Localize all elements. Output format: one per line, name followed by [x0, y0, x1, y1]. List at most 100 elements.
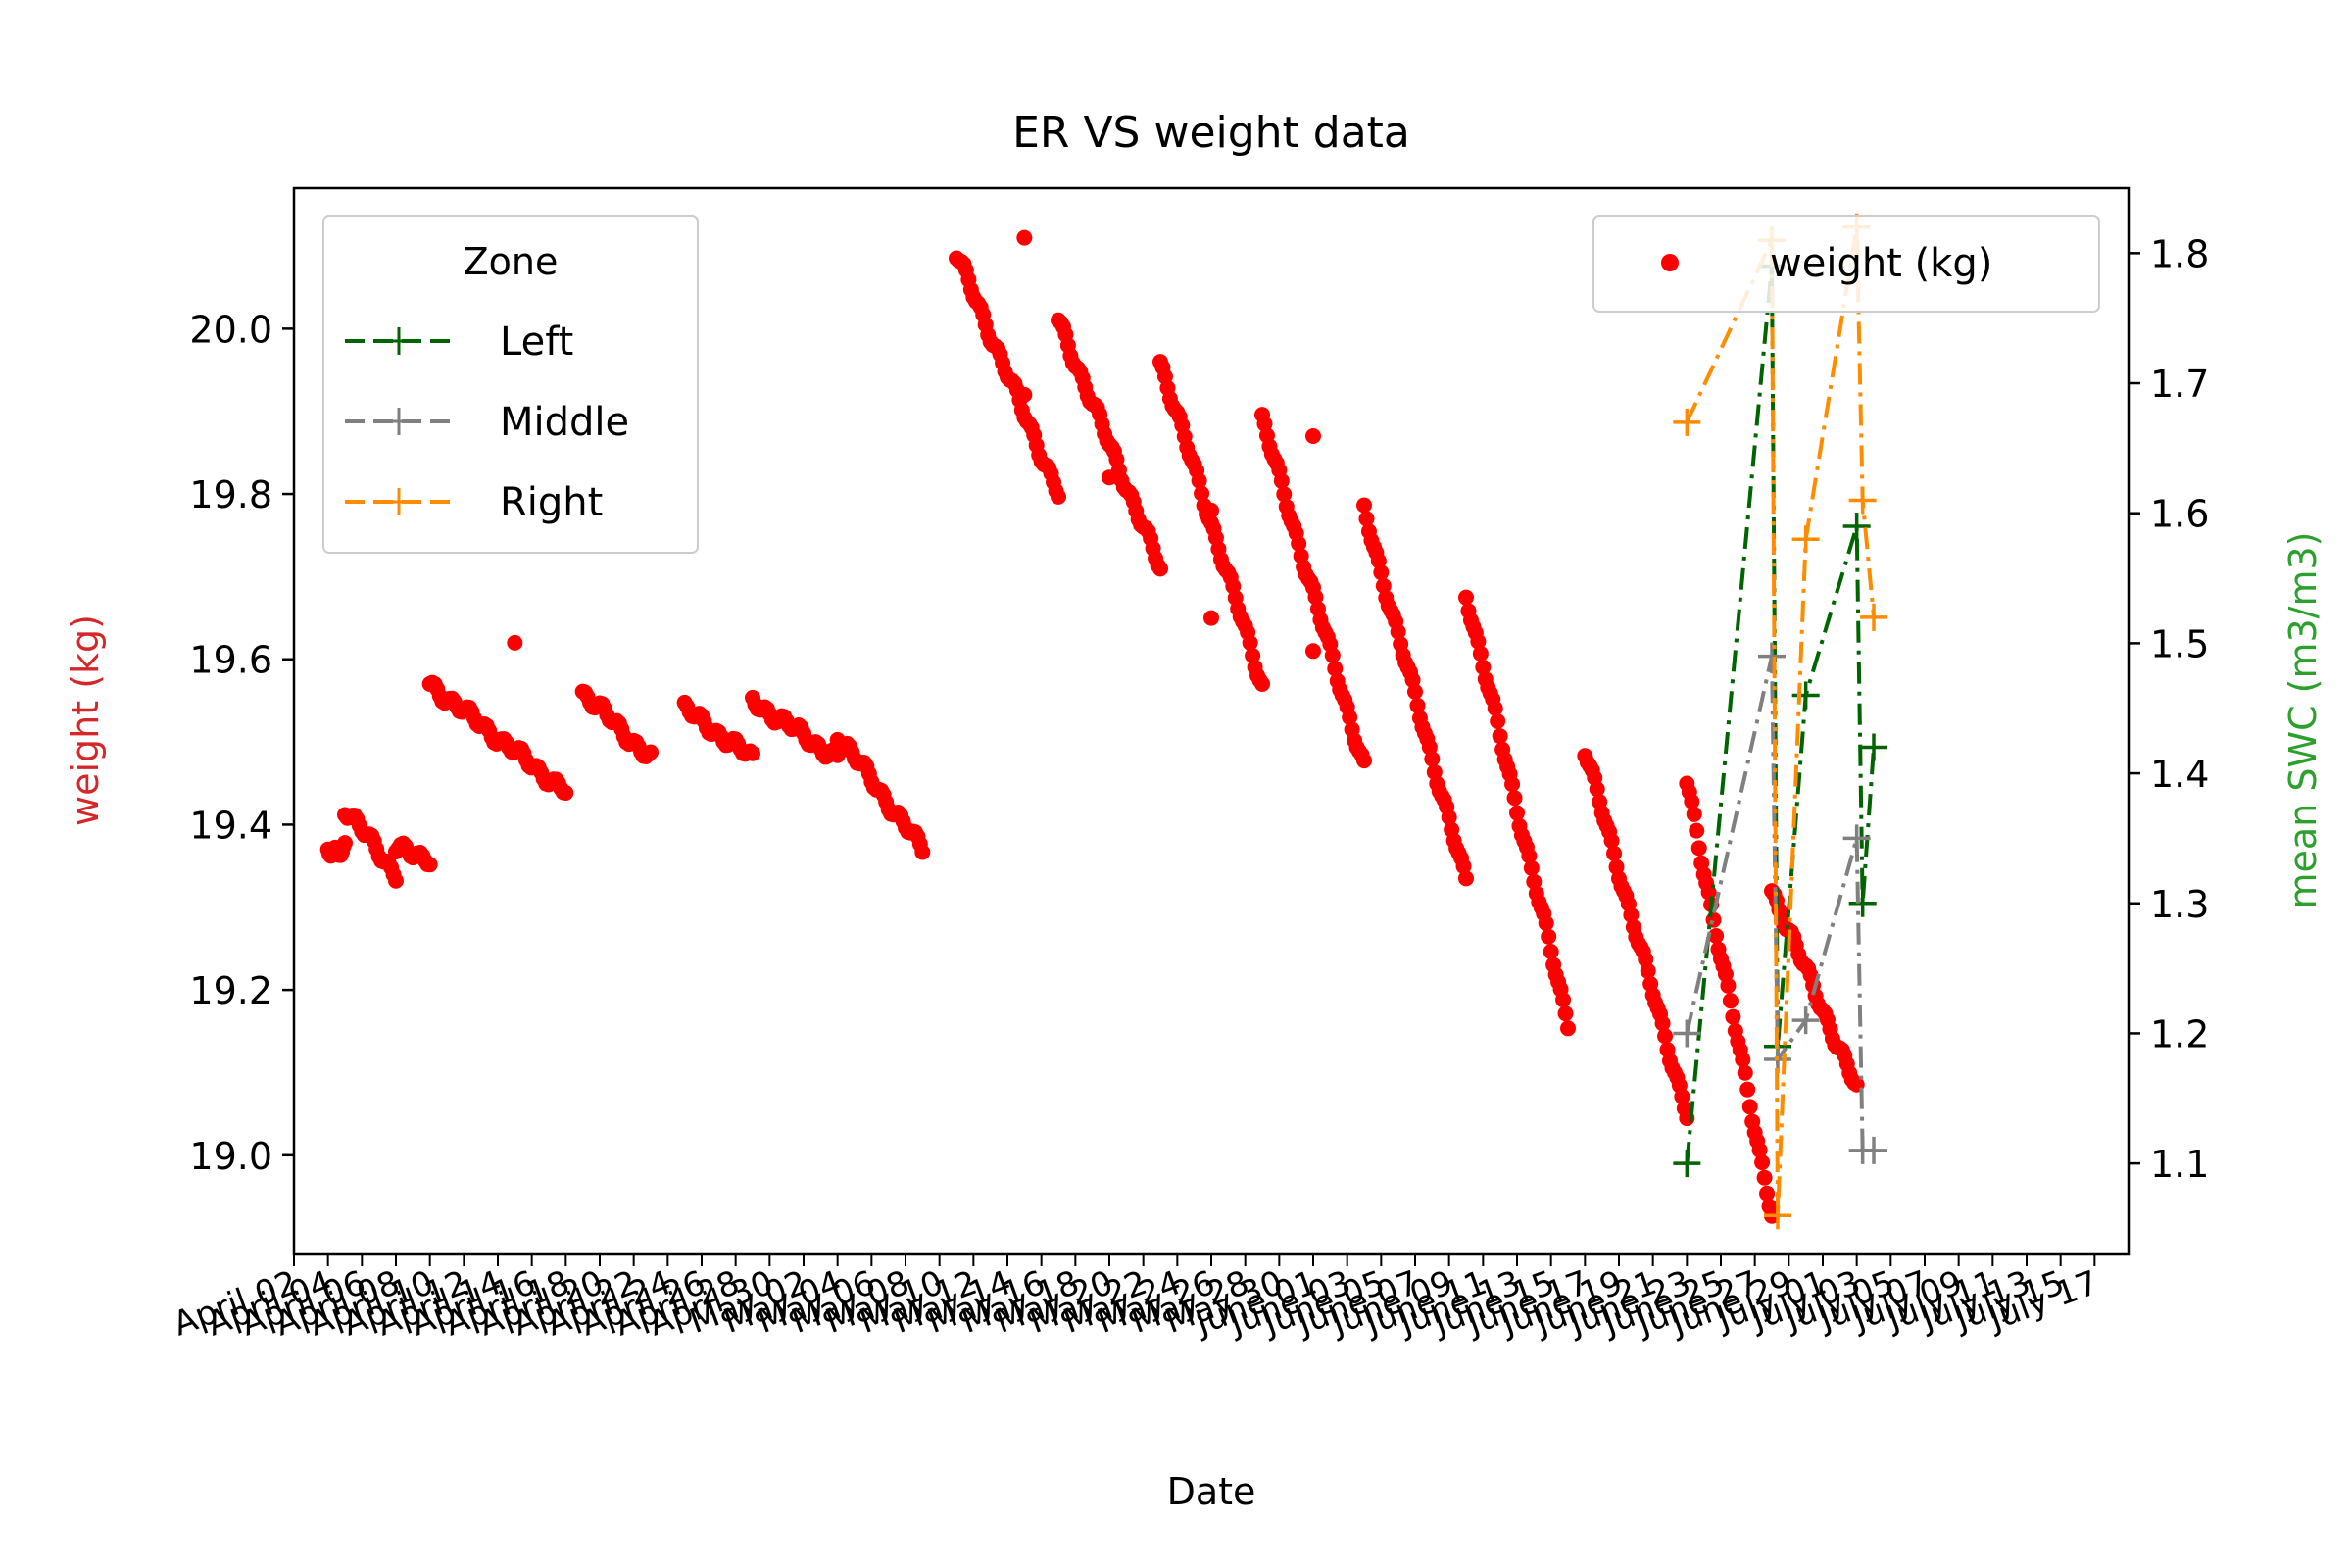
right-ytick-label: 1.3 [2150, 883, 2209, 926]
zone-legend-box [322, 215, 699, 554]
legend-entry-right: Right [345, 480, 603, 525]
right-ytick-label: 1.7 [2150, 363, 2209, 406]
weight-point [1623, 906, 1640, 923]
weight-point [1555, 992, 1572, 1008]
weight-point [1342, 709, 1358, 725]
weight-point [1375, 577, 1392, 594]
swc-marker-left [1848, 889, 1877, 917]
swc-marker-right [1673, 408, 1701, 436]
swc-marker-middle [1860, 1136, 1887, 1164]
weight-point [1455, 858, 1472, 875]
weight-point [1487, 700, 1503, 716]
weight-point [1276, 486, 1293, 503]
right-ytick-label: 1.8 [2150, 232, 2209, 275]
weight-point [1291, 535, 1307, 552]
weight-point [1735, 1052, 1751, 1068]
weight-series [319, 229, 1865, 1224]
weight-point [1421, 739, 1438, 756]
weight-point [745, 745, 760, 761]
swc-marker-left [1673, 1150, 1701, 1178]
weight-point [1358, 511, 1375, 527]
weight-point [1475, 659, 1492, 675]
weight-point [1557, 1005, 1574, 1022]
weight-point [1674, 1088, 1690, 1104]
weight-point [1194, 485, 1210, 502]
weight-point [1356, 497, 1372, 514]
weight-point [1720, 977, 1737, 994]
weight-point [1741, 1099, 1758, 1115]
right-ytick-label: 1.4 [2150, 753, 2209, 796]
swc-marker-middle [1791, 1006, 1820, 1035]
weight-point [1640, 962, 1656, 979]
legend-label-left: Left [500, 319, 573, 365]
weight-point [1541, 928, 1557, 945]
legend-label-middle: Middle [500, 400, 629, 445]
weight-point [1506, 790, 1523, 807]
weight-point [1254, 675, 1270, 692]
weight-point [1370, 553, 1387, 569]
weight-point [507, 634, 523, 651]
weight-point [1509, 805, 1525, 821]
weight-point [1441, 809, 1457, 826]
swc-marker-middle [1673, 1019, 1701, 1048]
weight-point [1458, 589, 1474, 606]
weight-point [337, 835, 353, 852]
swc-marker-left [1842, 512, 1871, 540]
swc-marker-left [1791, 681, 1820, 710]
legend-entry-left: Left [345, 319, 573, 365]
weight-legend-box [1592, 215, 2100, 313]
weight-point [1327, 661, 1344, 677]
weight-point [1722, 993, 1739, 1009]
weight-point [1409, 697, 1426, 713]
swc-series-group [1673, 213, 1887, 1230]
weight-point [1152, 561, 1168, 577]
weight-point [1740, 1081, 1756, 1098]
weight-point [1756, 1169, 1773, 1186]
left-ytick-label: 19.4 [189, 804, 272, 847]
zone-legend: Zone Left Middle Right [322, 215, 699, 554]
weight-point [1589, 781, 1605, 798]
weight-point [1606, 845, 1623, 861]
weight-point [914, 844, 931, 860]
weight-point [1603, 832, 1620, 849]
left-y-axis: 19.0 19.2 19.4 19.6 19.8 20.0 [189, 308, 294, 1178]
weight-point [1686, 806, 1702, 822]
weight-point [1356, 753, 1372, 769]
weight-point [1203, 502, 1219, 518]
swc-marker-right [1791, 525, 1820, 554]
weight-point [1273, 472, 1290, 489]
right-y-axis-label: mean SWC (m3/m3) [2281, 532, 2325, 909]
weight-point [1690, 840, 1707, 857]
weight-point [1504, 776, 1521, 793]
weight-point [1708, 927, 1725, 944]
weight-point [1307, 589, 1324, 606]
legend-label-weight: weight (kg) [1770, 241, 1992, 286]
swc-marker-right [1764, 1201, 1791, 1230]
legend-marker-weight [1661, 254, 1679, 271]
left-ytick-label: 19.6 [189, 639, 272, 682]
weight-point [421, 857, 438, 873]
weight-point [1737, 1064, 1753, 1081]
weight-legend: weight (kg) [1592, 215, 2100, 313]
right-y-axis: 1.1 1.2 1.3 1.4 1.5 1.6 1.7 1.8 [2129, 232, 2209, 1186]
swc-marker-middle [1842, 824, 1871, 853]
weight-point [1102, 469, 1117, 486]
weight-point [1203, 610, 1219, 626]
weight-point [1245, 647, 1261, 663]
left-ytick-label: 20.0 [189, 308, 272, 351]
chart-title: ER VS weight data [1012, 108, 1410, 158]
weight-point [1751, 1142, 1768, 1158]
weight-point [1543, 943, 1559, 959]
weight-point [1560, 1020, 1576, 1037]
left-ytick-label: 19.0 [189, 1135, 272, 1178]
weight-point [1523, 859, 1540, 876]
right-ytick-label: 1.1 [2150, 1143, 2209, 1186]
swc-marker-right [1848, 486, 1877, 514]
weight-point [1526, 873, 1543, 890]
weight-point [1492, 728, 1508, 745]
weight-point [388, 872, 404, 889]
weight-point [558, 785, 574, 802]
x-axis-label: Date [1167, 1470, 1256, 1513]
weight-point [1390, 623, 1406, 640]
